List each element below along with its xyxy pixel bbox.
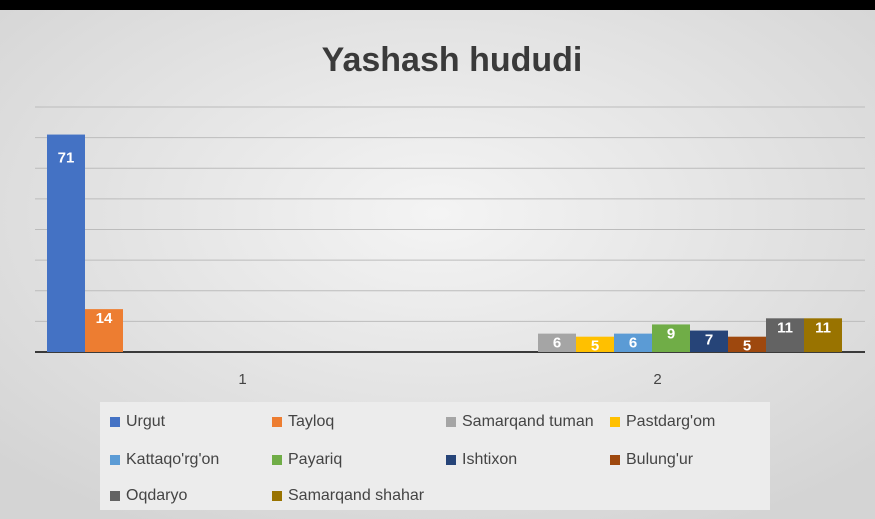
legend-label: Samarqand tuman bbox=[462, 413, 594, 430]
data-label: 14 bbox=[96, 310, 113, 327]
legend-swatch bbox=[272, 417, 282, 427]
legend-swatch bbox=[272, 491, 282, 501]
legend-label: Samarqand shahar bbox=[288, 487, 425, 504]
data-label: 5 bbox=[743, 338, 751, 355]
x-tick-label: 2 bbox=[653, 371, 661, 388]
bar bbox=[804, 318, 842, 352]
data-label: 11 bbox=[777, 319, 793, 336]
legend-swatch bbox=[610, 417, 620, 427]
data-label: 9 bbox=[667, 325, 675, 342]
bar bbox=[576, 336, 614, 352]
data-label: 6 bbox=[553, 335, 561, 352]
legend-swatch bbox=[110, 491, 120, 501]
data-label: 6 bbox=[629, 335, 637, 352]
legend-label: Urgut bbox=[126, 413, 166, 430]
legend-label: Oqdaryo bbox=[126, 487, 187, 504]
bar bbox=[614, 333, 652, 352]
bar bbox=[766, 318, 804, 352]
bar bbox=[85, 309, 123, 352]
data-label: 5 bbox=[591, 338, 599, 355]
legend-box bbox=[100, 402, 770, 510]
bar bbox=[652, 324, 690, 352]
legend-swatch bbox=[110, 455, 120, 465]
legend-swatch bbox=[272, 455, 282, 465]
legend-label: Bulung'ur bbox=[626, 451, 694, 468]
legend-label: Tayloq bbox=[288, 413, 334, 430]
legend-label: Ishtixon bbox=[462, 451, 517, 468]
bar bbox=[690, 330, 728, 352]
data-label: 7 bbox=[705, 332, 713, 349]
legend-swatch bbox=[446, 455, 456, 465]
bar bbox=[728, 336, 766, 352]
legend-swatch bbox=[110, 417, 120, 427]
data-label: 11 bbox=[815, 319, 831, 336]
data-label: 71 bbox=[58, 150, 75, 167]
bar bbox=[538, 333, 576, 352]
legend-swatch bbox=[446, 417, 456, 427]
legend-label: Payariq bbox=[288, 451, 342, 468]
bar bbox=[47, 134, 85, 352]
legend-label: Pastdarg'om bbox=[626, 413, 715, 430]
chart-title: Yashash hududi bbox=[322, 41, 583, 79]
x-tick-label: 1 bbox=[238, 371, 246, 388]
legend-label: Kattaqo'rg'on bbox=[126, 451, 219, 468]
legend-swatch bbox=[610, 455, 620, 465]
